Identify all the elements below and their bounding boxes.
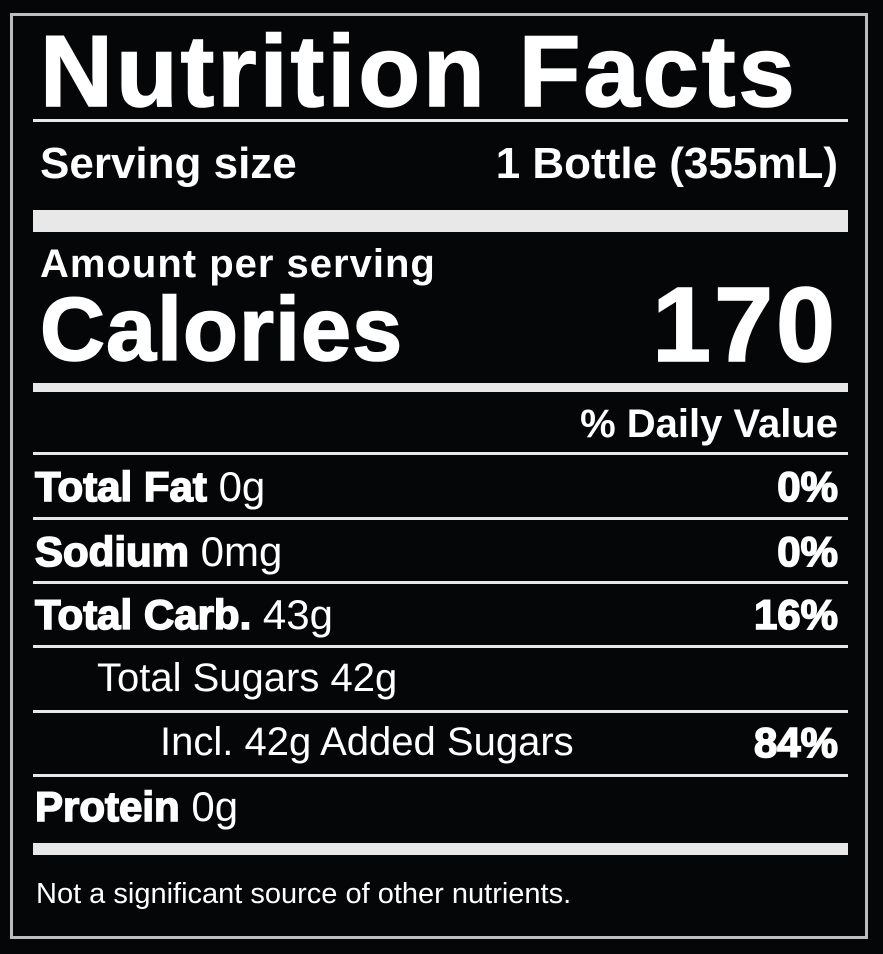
- serving-size-label: Serving size: [40, 139, 297, 188]
- divider: [33, 517, 848, 520]
- nutrient-amount: 43g: [262, 591, 333, 638]
- label-title: Nutrition Facts: [39, 16, 798, 128]
- nutrient-amount: 0mg: [200, 528, 283, 575]
- thick-divider: [33, 210, 848, 232]
- divider: [33, 774, 848, 777]
- divider: [33, 710, 848, 713]
- nutrient-amount: 0g: [218, 463, 266, 510]
- serving-size-value: 1 Bottle (355mL): [495, 139, 838, 188]
- medium-divider: [33, 383, 848, 392]
- nutrient-name: Protein: [34, 783, 180, 830]
- calories-label: Calories: [39, 280, 404, 380]
- nutrient-dv: 0%: [777, 463, 839, 510]
- amount-per-serving: Amount per serving: [40, 242, 436, 286]
- divider: [33, 581, 848, 584]
- nutrient-name: Incl. 42g Added Sugars: [160, 720, 574, 764]
- nutrient-name: Total Fat: [34, 463, 207, 510]
- nutrient-dv: 0%: [777, 528, 839, 575]
- daily-value-header: % Daily Value: [580, 402, 838, 446]
- nutrient-name: Sodium: [34, 528, 190, 575]
- nutrient-dv: 84%: [753, 719, 839, 766]
- divider: [33, 119, 848, 122]
- footnote: Not a significant source of other nutrie…: [36, 878, 572, 910]
- nutrient-name: Total Sugars 42g: [97, 656, 398, 700]
- calories-value: 170: [651, 266, 838, 384]
- thick-divider: [33, 843, 848, 855]
- nutrient-name: Total Carb.: [34, 591, 252, 638]
- label-border: [10, 13, 868, 939]
- nutrient-amount: 0g: [191, 783, 239, 830]
- divider: [33, 452, 848, 455]
- nutrient-dv: 16%: [753, 591, 839, 638]
- divider: [33, 645, 848, 648]
